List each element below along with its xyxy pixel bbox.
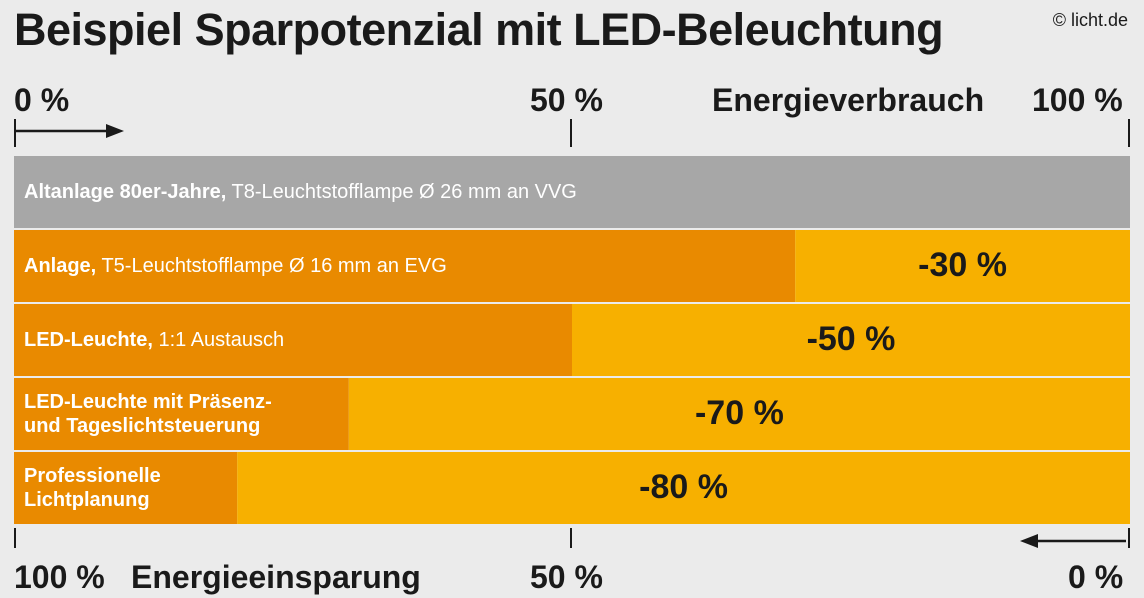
- top-axis-tick-100: 100 %: [1032, 82, 1123, 118]
- bar-consumption-1: [14, 230, 796, 302]
- top-axis-tick-50: 50 %: [530, 82, 603, 118]
- bar-label-3: LED-Leuchte mit Präsenz- und Tageslichts…: [24, 391, 272, 437]
- top-tick-100: [1128, 119, 1130, 147]
- savings-label-1: -30 %: [918, 246, 1007, 284]
- bar-savings-1: [795, 230, 1130, 302]
- bar-savings-4: [237, 452, 1130, 524]
- copyright-text: © licht.de: [1052, 10, 1128, 30]
- top-tick-50: [570, 119, 572, 147]
- page-title: Beispiel Sparpotenzial mit LED-Beleuchtu…: [14, 4, 944, 55]
- bar-consumption-3: [14, 378, 349, 450]
- bar-consumption-2: [14, 304, 572, 376]
- bar-label-0: Altanlage 80er-Jahre, T8-Leuchtstofflamp…: [24, 181, 577, 203]
- bar-label-2: LED-Leuchte, 1:1 Austausch: [24, 329, 285, 351]
- bottom-tick-0: [14, 528, 16, 548]
- right-arrow-icon: [16, 124, 124, 138]
- bar-consumption-0: [14, 156, 1130, 228]
- savings-label-3: -70 %: [694, 394, 784, 432]
- top-axis-title: Energieverbrauch: [712, 82, 985, 118]
- bar-consumption-4: [14, 452, 238, 524]
- top-tick-0: [14, 119, 16, 147]
- bar-savings-2: [572, 304, 1130, 376]
- top-axis-tick-0: 0 %: [14, 82, 70, 118]
- bottom-axis-tick-50: 50 %: [530, 559, 603, 595]
- bottom-axis-tick-0: 0 %: [1068, 559, 1124, 595]
- left-arrow-icon: [1020, 534, 1126, 548]
- savings-label-2: -50 %: [806, 320, 896, 358]
- bar-savings-3: [348, 378, 1130, 450]
- savings-label-4: -80 %: [639, 468, 728, 506]
- bar-label-1: Anlage, T5-Leuchtstofflampe Ø 16 mm an E…: [24, 255, 447, 277]
- bottom-axis-tick-100: 100 %: [14, 559, 105, 595]
- bottom-tick-50: [570, 528, 572, 548]
- bottom-tick-100: [1128, 528, 1130, 548]
- bottom-axis-title: Energieeinsparung: [131, 559, 421, 595]
- bar-label-4: Professionelle Lichtplanung: [24, 465, 161, 511]
